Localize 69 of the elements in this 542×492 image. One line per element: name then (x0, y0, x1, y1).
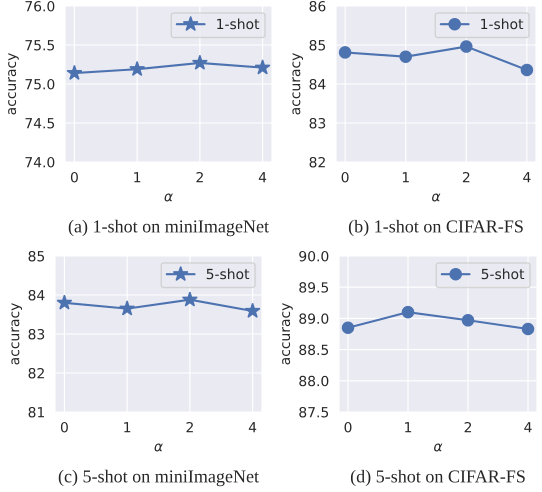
legend-label: 5-shot (482, 268, 524, 280)
y-tick-label: 76.0 (25, 0, 54, 12)
y-tick-label: 84 (28, 290, 44, 300)
point (460, 40, 473, 53)
legend-label: 1-shot (481, 18, 524, 30)
point (66, 64, 82, 80)
y-tick-label: 75.0 (25, 78, 54, 90)
point (342, 322, 354, 334)
legend-label: 1-shot (217, 18, 260, 30)
point (399, 50, 412, 63)
y-axis-title: accuracy (8, 53, 19, 114)
y-tick-label: 83 (28, 328, 44, 340)
text: (a) 1-shot on miniImageNet (68, 220, 269, 236)
y-tick-label: 89.0 (299, 313, 328, 324)
point (520, 64, 534, 76)
x-tick-label: 0 (70, 172, 78, 182)
x-tick-label: 2 (196, 172, 203, 182)
text: (c) 5-shot on miniImageNet (58, 470, 259, 486)
point (244, 302, 261, 318)
y-tick-label: 89.5 (299, 282, 328, 293)
y-tick-label: 88.5 (299, 344, 328, 356)
point (522, 322, 534, 336)
y-tick-label: 86 (310, 0, 326, 12)
text: (d) 5-shot on CIFAR-FS (350, 470, 525, 486)
x-axis-title: α (434, 444, 442, 452)
point (119, 300, 136, 316)
y-axis-title: accuracy (292, 53, 304, 114)
legend-label: 5-shot (206, 268, 250, 280)
x-axis-title: α (164, 194, 173, 202)
x-tick-label: 0 (60, 422, 68, 432)
y-tick-label: 81 (28, 406, 44, 418)
y-axis-title: accuracy (11, 303, 22, 364)
point (402, 306, 414, 318)
point (129, 60, 146, 76)
x-tick-label: 1 (405, 422, 412, 432)
x-tick-label: 4 (258, 172, 266, 182)
point (462, 314, 474, 327)
point (182, 291, 198, 307)
x-tick-label: 1 (134, 172, 140, 182)
x-tick-label: 2 (464, 422, 472, 432)
text: (b) 1-shot on CIFAR-FS (348, 220, 523, 236)
x-tick-label: 4 (248, 422, 256, 432)
x-tick-label: 1 (124, 422, 130, 432)
x-tick-label: 2 (186, 422, 193, 432)
y-tick-label: 88.0 (299, 376, 328, 386)
y-tick-label: 85 (28, 250, 44, 262)
x-axis-title: α (432, 194, 440, 202)
y-tick-label: 82 (28, 368, 44, 378)
y-axis-title: accuracy (282, 303, 293, 364)
y-tick-label: 85 (310, 40, 326, 50)
point (254, 59, 271, 74)
y-tick-label: 83 (310, 118, 326, 128)
y-tick-label: 75.5 (25, 40, 54, 50)
x-tick-label: 0 (344, 422, 352, 432)
x-axis-title: α (154, 444, 163, 452)
point (56, 294, 72, 310)
x-tick-label: 4 (524, 422, 532, 432)
y-tick-label: 90.0 (299, 250, 328, 262)
point (338, 46, 352, 59)
y-tick-label: 84 (310, 78, 326, 90)
x-tick-label: 4 (523, 172, 531, 182)
y-tick-label: 87.5 (299, 406, 328, 418)
x-tick-label: 1 (402, 172, 409, 182)
point (192, 54, 208, 70)
y-tick-label: 74.5 (25, 118, 54, 128)
x-tick-label: 0 (342, 172, 349, 182)
y-tick-label: 74.0 (25, 156, 54, 168)
y-tick-label: 82 (310, 156, 325, 168)
x-tick-label: 2 (462, 172, 470, 182)
